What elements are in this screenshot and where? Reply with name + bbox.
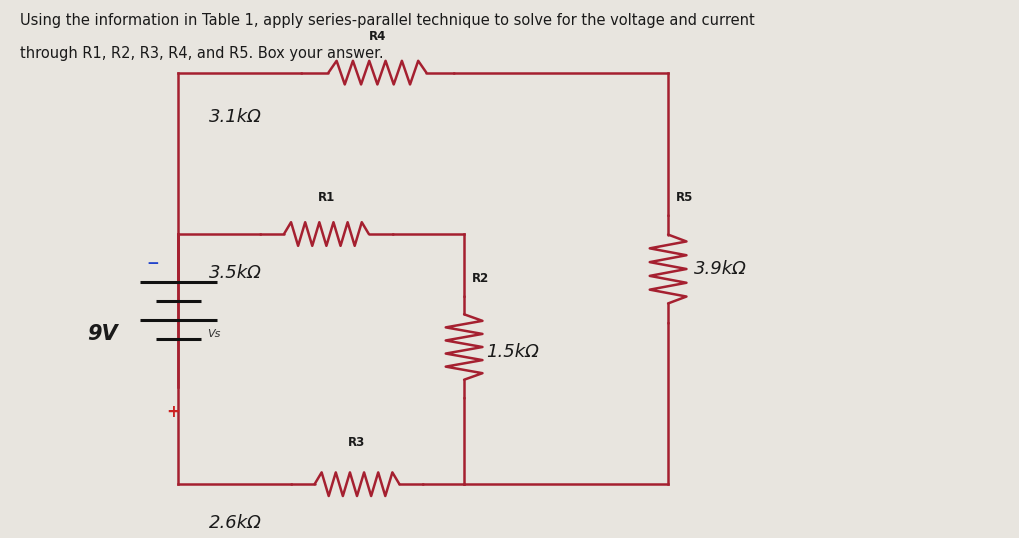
Text: 3.9kΩ: 3.9kΩ (693, 260, 746, 278)
Text: −: − (147, 256, 159, 271)
Text: R3: R3 (348, 436, 365, 449)
Text: 1.5kΩ: 1.5kΩ (486, 343, 539, 362)
Text: 9V: 9V (87, 323, 117, 344)
Text: 3.5kΩ: 3.5kΩ (209, 264, 262, 281)
Text: 2.6kΩ: 2.6kΩ (209, 514, 262, 532)
Text: R1: R1 (318, 192, 334, 204)
Text: +: + (166, 402, 180, 421)
Text: R5: R5 (676, 192, 693, 204)
Text: Using the information in Table 1, apply series-parallel technique to solve for t: Using the information in Table 1, apply … (20, 13, 754, 29)
Text: 3.1kΩ: 3.1kΩ (209, 108, 262, 125)
Text: Vs: Vs (207, 329, 220, 338)
Text: R4: R4 (368, 30, 386, 43)
Text: R2: R2 (472, 272, 489, 285)
Text: through R1, R2, R3, R4, and R5. Box your answer.: through R1, R2, R3, R4, and R5. Box your… (20, 46, 383, 61)
